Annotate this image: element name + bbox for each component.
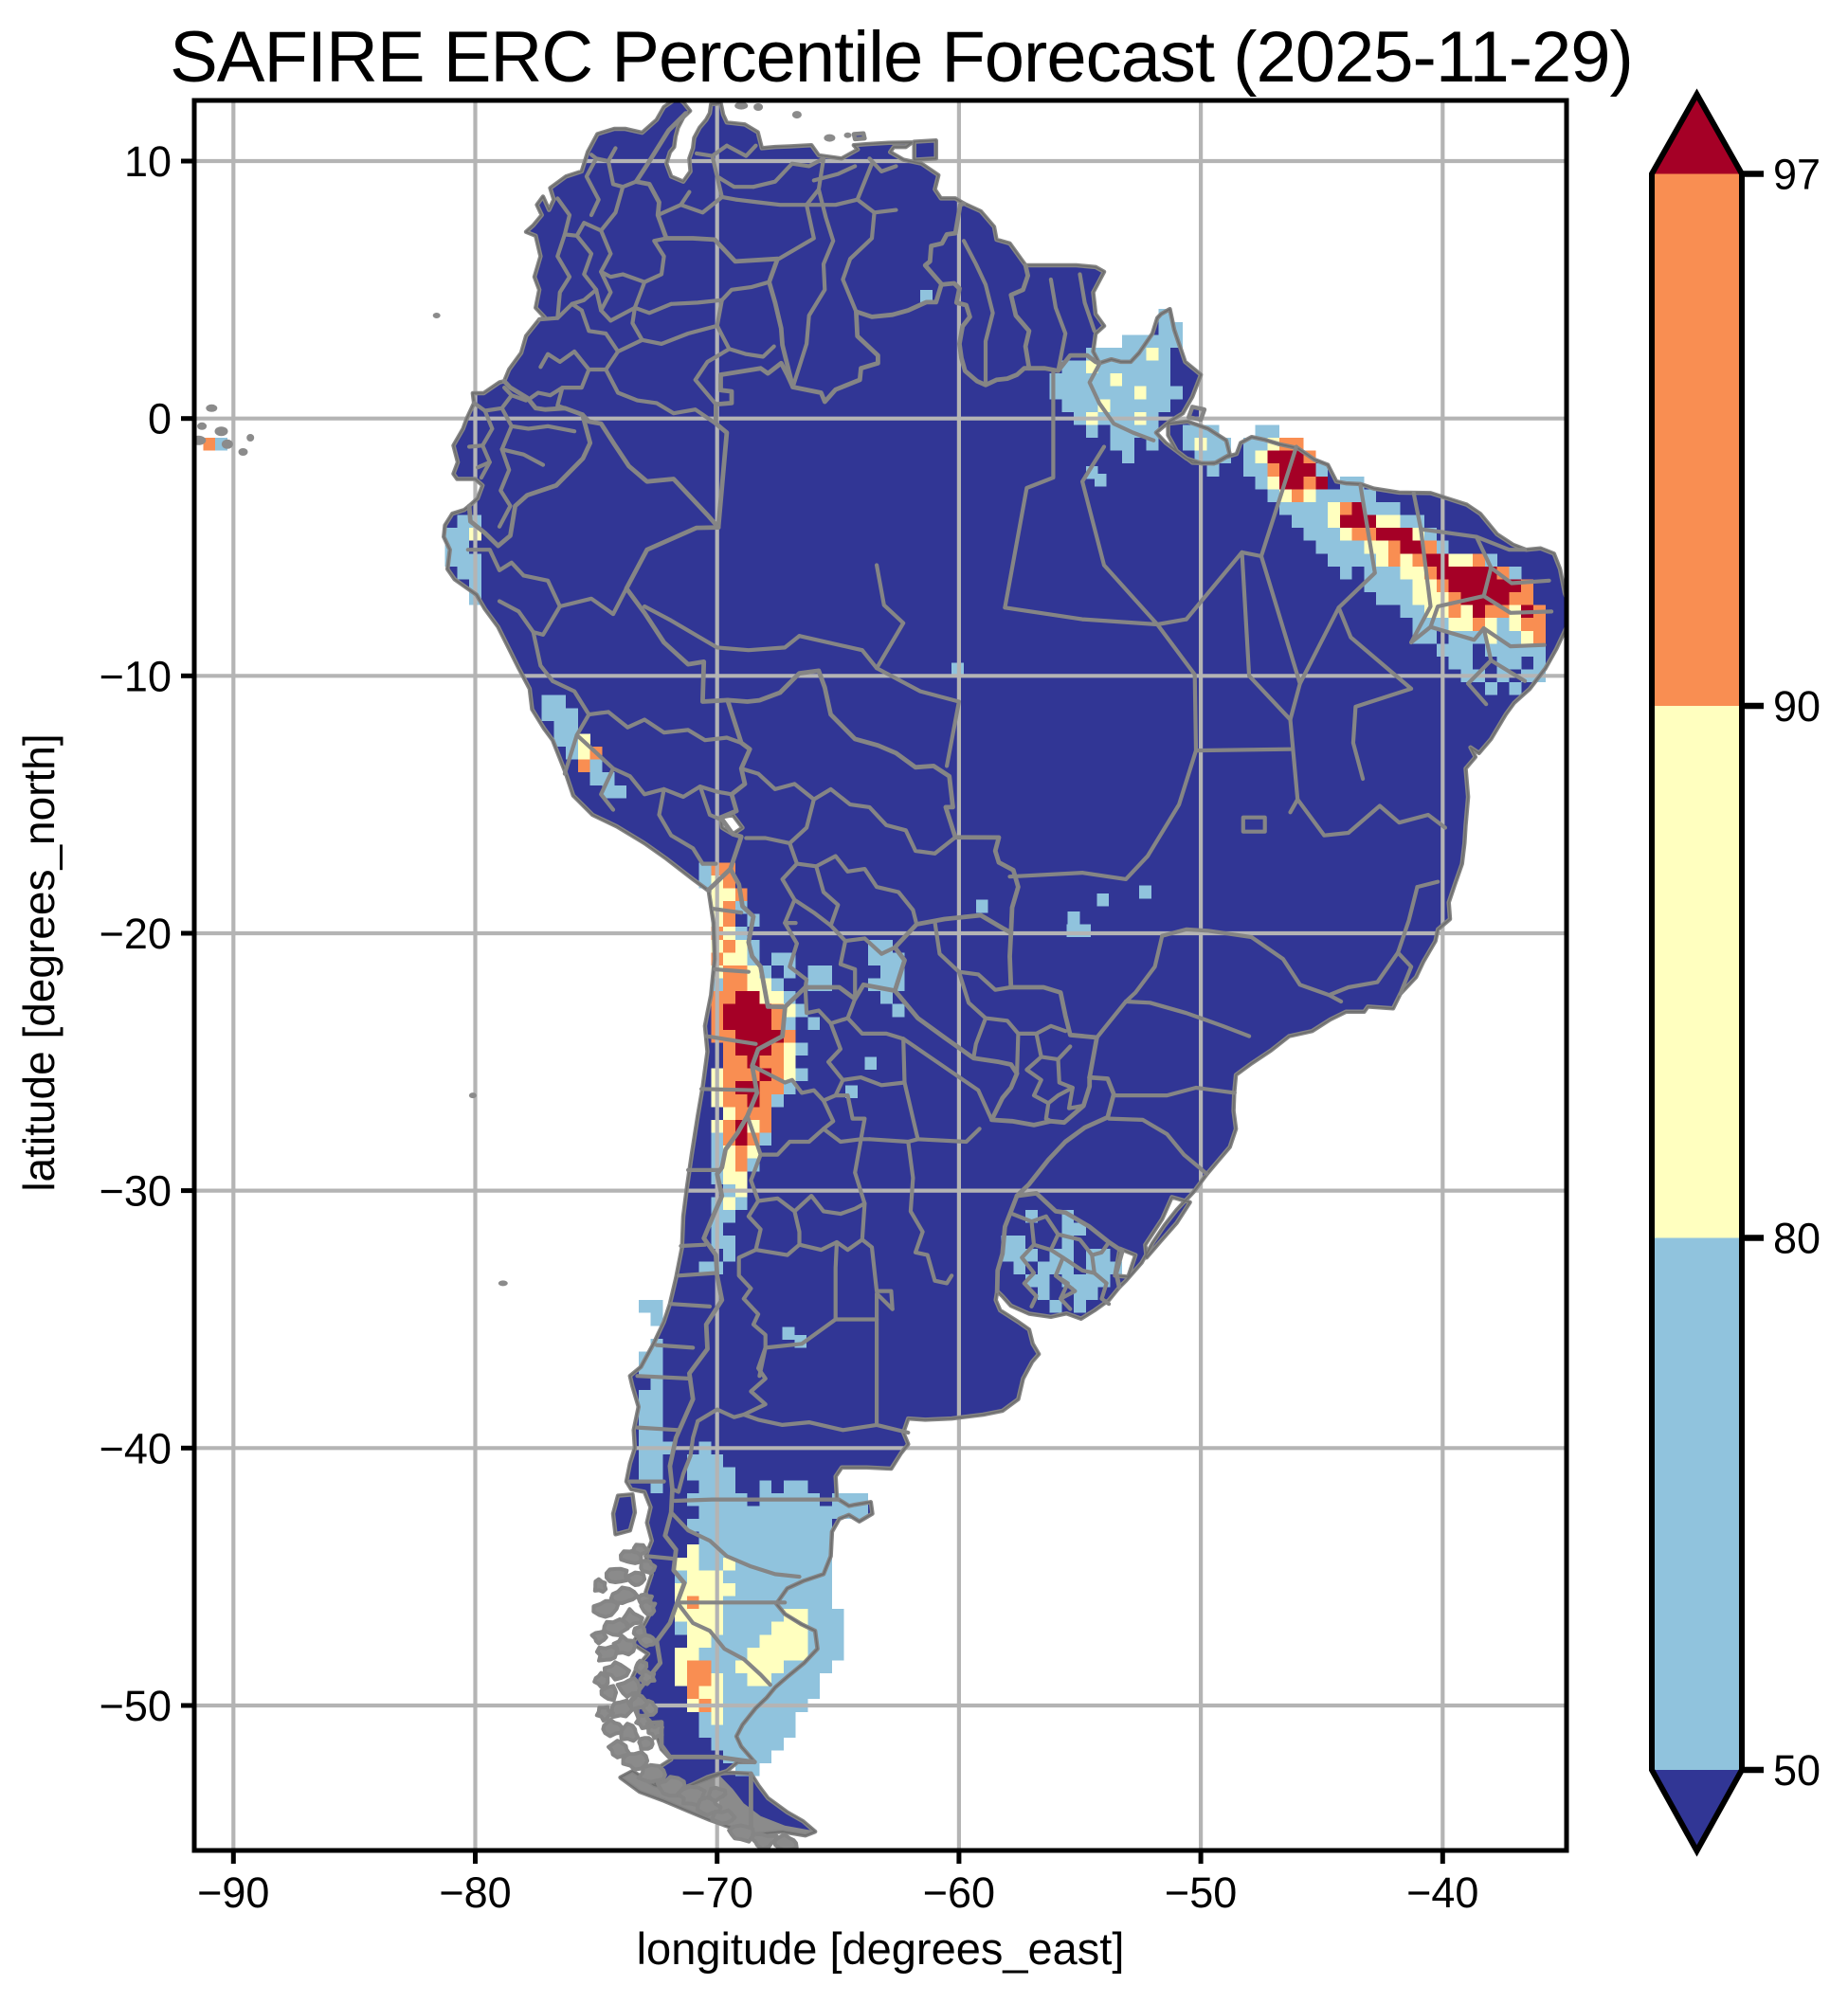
- svg-text:latitude [degrees_north]: latitude [degrees_north]: [14, 733, 63, 1191]
- svg-text:−80: −80: [439, 1868, 511, 1917]
- svg-text:10: 10: [124, 137, 172, 186]
- svg-text:−60: −60: [923, 1868, 995, 1917]
- svg-text:0: 0: [148, 395, 172, 443]
- svg-text:SAFIRE ERC Percentile Forecast: SAFIRE ERC Percentile Forecast (2025-11-…: [170, 17, 1633, 98]
- svg-text:−90: −90: [197, 1868, 269, 1917]
- svg-text:90: 90: [1773, 682, 1821, 731]
- svg-text:−10: −10: [100, 652, 172, 700]
- svg-text:−40: −40: [100, 1424, 172, 1472]
- svg-text:−50: −50: [100, 1682, 172, 1730]
- svg-text:−30: −30: [100, 1167, 172, 1216]
- svg-text:80: 80: [1773, 1215, 1821, 1263]
- svg-text:longitude [degrees_east]: longitude [degrees_east]: [637, 1923, 1125, 1974]
- svg-text:−40: −40: [1406, 1868, 1478, 1917]
- svg-text:97: 97: [1773, 151, 1821, 199]
- svg-text:−20: −20: [100, 910, 172, 958]
- svg-text:−50: −50: [1165, 1868, 1237, 1917]
- svg-text:−70: −70: [681, 1868, 753, 1917]
- svg-text:50: 50: [1773, 1746, 1821, 1795]
